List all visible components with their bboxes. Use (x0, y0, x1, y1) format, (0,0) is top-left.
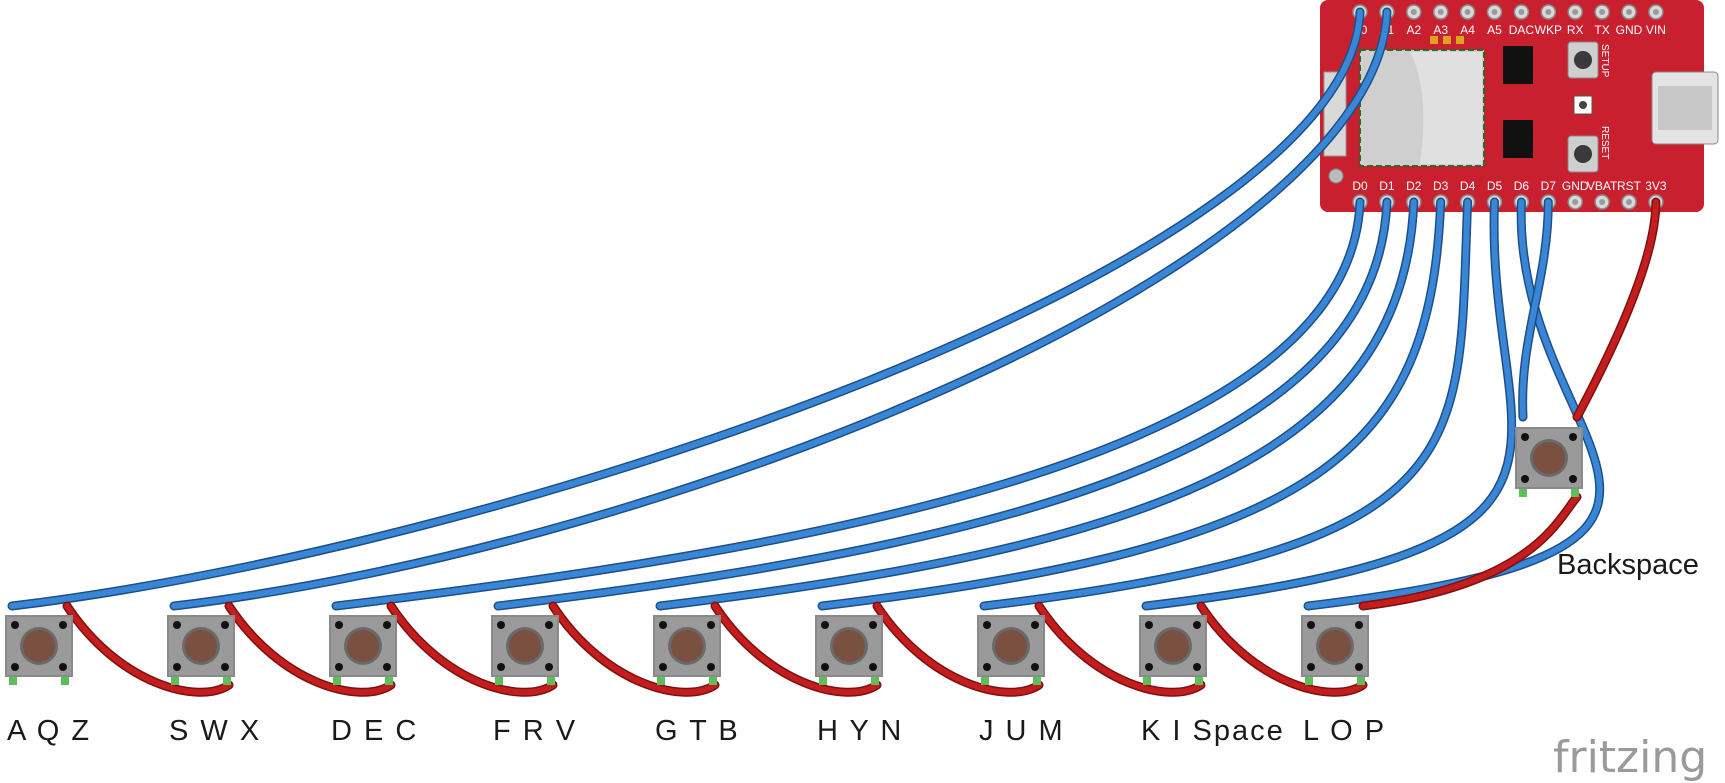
pin-wkp-top: WKP (1535, 4, 1562, 37)
pin-label: DAC (1509, 23, 1535, 37)
button-label: J U M (979, 715, 1065, 747)
reset-button[interactable] (1567, 135, 1599, 173)
reset-label: RESET (1599, 126, 1610, 159)
push-button-2[interactable] (167, 615, 235, 685)
pin-tx-top: TX (1594, 4, 1610, 37)
setup-button[interactable] (1567, 41, 1599, 79)
pin-label: RX (1567, 23, 1584, 37)
push-button-6[interactable] (815, 615, 883, 685)
pin-dac-top: DAC (1509, 4, 1535, 37)
push-button-backspace[interactable] (1515, 427, 1583, 497)
pin-label: TX (1594, 23, 1609, 37)
usb-port (1651, 71, 1719, 145)
pin-label: D1 (1379, 179, 1395, 193)
pin-label: 3V3 (1645, 179, 1667, 193)
button-label: H Y N (817, 715, 903, 747)
power-wire-7 (1196, 601, 1368, 697)
power-wire-0 (62, 601, 234, 697)
setup-label: SETUP (1599, 44, 1610, 78)
pin-label: RST (1617, 179, 1642, 193)
pin-rx-top: RX (1567, 4, 1584, 37)
pin-label: A4 (1460, 23, 1475, 37)
button-label: K I Space (1141, 715, 1285, 747)
push-button-3[interactable] (329, 615, 397, 685)
power-wire-3 (548, 601, 720, 697)
pin-rst-bottom: RST (1617, 179, 1642, 210)
pin-label: D4 (1460, 179, 1476, 193)
push-button-4[interactable] (491, 615, 559, 685)
power-wire-4 (710, 601, 882, 697)
button-label: S W X (169, 715, 261, 747)
backspace-label: Backspace (1557, 549, 1699, 581)
power-wire-2 (386, 601, 558, 697)
power-wire-5 (872, 601, 1044, 697)
button-label: G T B (655, 715, 740, 747)
pin-label: WKP (1535, 23, 1562, 37)
pin-label: A5 (1487, 23, 1502, 37)
pin-a3-top: A3 (1432, 4, 1449, 37)
pin-a2-top: A2 (1406, 4, 1422, 37)
pin-label: D2 (1406, 179, 1422, 193)
board-chip-shine (1410, 52, 1482, 164)
board-chip-lower (1503, 120, 1533, 158)
signal-wire-d1 (493, 197, 1392, 611)
board-mount-hole (1328, 168, 1344, 184)
pin-label: GND (1562, 179, 1589, 193)
signal-wire-d0 (331, 197, 1365, 611)
signal-wire-d6 (1303, 197, 1605, 611)
signal-wire-a0 (7, 7, 1365, 611)
signal-wire-d3 (817, 197, 1446, 611)
pin-label: D5 (1487, 179, 1503, 193)
button-label: D E C (331, 715, 418, 747)
pin-label: D7 (1541, 179, 1557, 193)
pin-label: D0 (1352, 179, 1368, 193)
push-button-8[interactable] (1139, 615, 1207, 685)
signal-wire-d5 (1141, 197, 1517, 611)
pin-a4-top: A4 (1459, 4, 1476, 37)
button-label: L O P (1303, 715, 1386, 747)
pin-gnd-top: GND (1616, 4, 1643, 37)
pin-vin-top: VIN (1646, 4, 1666, 37)
power-wire-3v3 (1572, 197, 1661, 422)
power-wire-1 (224, 601, 396, 697)
rgb-led-center (1579, 101, 1587, 109)
board-led-3 (1456, 36, 1464, 44)
signal-wire-a1 (169, 7, 1392, 611)
push-button-5[interactable] (653, 615, 721, 685)
signal-wire-d2 (655, 197, 1419, 611)
fritzing-logo: fritzing (1553, 732, 1707, 783)
button-label: A Q Z (7, 715, 91, 747)
pin-label: VIN (1646, 23, 1666, 37)
button-label: F R V (493, 715, 577, 747)
pin-gnd-bottom: GND (1562, 179, 1589, 210)
pin-label: D3 (1433, 179, 1449, 193)
power-wire-backspace (1358, 492, 1582, 611)
pin-label: A3 (1433, 23, 1448, 37)
power-wire-6 (1034, 601, 1206, 697)
photon-board: SETUP RESET A0 A1 A2 A3 A4 A5 DAC WKP RX TX GND VIN… (1320, 0, 1719, 212)
pin-label: GND (1616, 23, 1643, 37)
push-button-9[interactable] (1301, 615, 1369, 685)
pin-a5-top: A5 (1486, 4, 1503, 37)
signal-wire-d4 (979, 197, 1473, 611)
top-pin-header: A0 A1 A2 A3 A4 A5 DAC WKP RX TX GND VIN (1352, 4, 1666, 37)
pin-vbat-bottom: VBAT (1587, 179, 1618, 210)
push-button-1[interactable] (5, 615, 73, 685)
pin-label: VBAT (1587, 179, 1618, 193)
board-led-2 (1443, 36, 1451, 44)
push-button-7[interactable] (977, 615, 1045, 685)
pin-label: D6 (1514, 179, 1530, 193)
wires (7, 7, 1661, 697)
pin-label: A2 (1406, 23, 1421, 37)
board-led-1 (1430, 36, 1438, 44)
board-chip-upper (1503, 46, 1533, 84)
signal-wire-d7 (1518, 197, 1553, 422)
